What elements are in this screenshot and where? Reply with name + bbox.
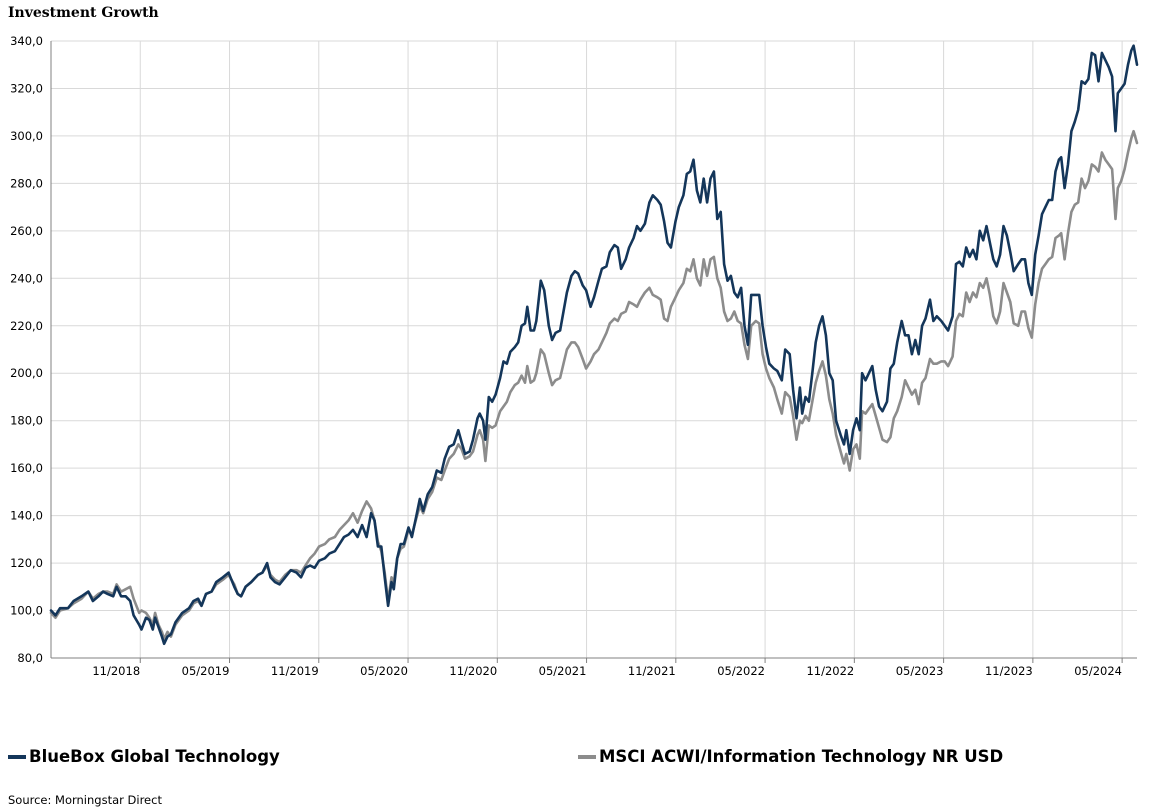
y-axis-tick-labels: 80,0 100,0 120,0 140,0 160,0 180,0 200,0 220,0 2… — [10, 34, 43, 665]
y-tick-label: 240,0 — [10, 271, 43, 285]
x-tick-label: 11/2020 — [449, 664, 497, 678]
y-tick-label: 340,0 — [10, 34, 43, 48]
x-tick-label: 11/2021 — [628, 664, 676, 678]
legend-swatch-bluebox — [8, 754, 26, 759]
legend-label-msci: MSCI ACWI/Information Technology NR USD — [599, 747, 1004, 766]
x-tick-label: 05/2023 — [896, 664, 944, 678]
y-tick-label: 300,0 — [10, 129, 43, 143]
y-tick-label: 80,0 — [17, 651, 43, 665]
legend-label-bluebox: BlueBox Global Technology — [29, 747, 280, 766]
y-tick-label: 200,0 — [10, 366, 43, 380]
y-tick-label: 160,0 — [10, 461, 43, 475]
x-tick-label: 11/2023 — [985, 664, 1033, 678]
axes — [50, 41, 1137, 663]
series-line-bluebox — [49, 44, 1139, 646]
y-tick-label: 120,0 — [10, 556, 43, 570]
x-tick-label: 05/2024 — [1074, 664, 1122, 678]
y-tick-label: 100,0 — [10, 604, 43, 618]
x-tick-label: 11/2018 — [92, 664, 140, 678]
x-tick-label: 11/2022 — [806, 664, 854, 678]
chart-title: Investment Growth — [8, 5, 159, 21]
x-tick-label: 11/2019 — [271, 664, 319, 678]
x-tick-label: 05/2021 — [539, 664, 587, 678]
series-lines — [49, 44, 1139, 646]
y-tick-label: 220,0 — [10, 319, 43, 333]
investment-growth-chart: 80,0 100,0 120,0 140,0 160,0 180,0 200,0 220,0 2… — [10, 34, 1139, 678]
y-tick-label: 260,0 — [10, 224, 43, 238]
legend-swatch-msci — [578, 754, 596, 759]
grid-lines — [51, 40, 1137, 659]
y-tick-label: 280,0 — [10, 176, 43, 190]
y-tick-label: 320,0 — [10, 81, 43, 95]
x-tick-label: 05/2019 — [182, 664, 230, 678]
source-note: Source: Morningstar Direct — [8, 793, 162, 807]
x-tick-label: 05/2022 — [717, 664, 765, 678]
legend-item-bluebox: BlueBox Global Technology — [8, 747, 280, 766]
series-line-msci — [49, 129, 1139, 641]
x-tick-label: 05/2020 — [360, 664, 408, 678]
y-tick-label: 180,0 — [10, 414, 43, 428]
x-axis-tick-labels: 11/2018 05/2019 11/2019 05/2020 11/2020 05/20… — [92, 664, 1122, 678]
legend-item-msci: MSCI ACWI/Information Technology NR USD — [578, 747, 1003, 766]
y-tick-label: 140,0 — [10, 509, 43, 523]
